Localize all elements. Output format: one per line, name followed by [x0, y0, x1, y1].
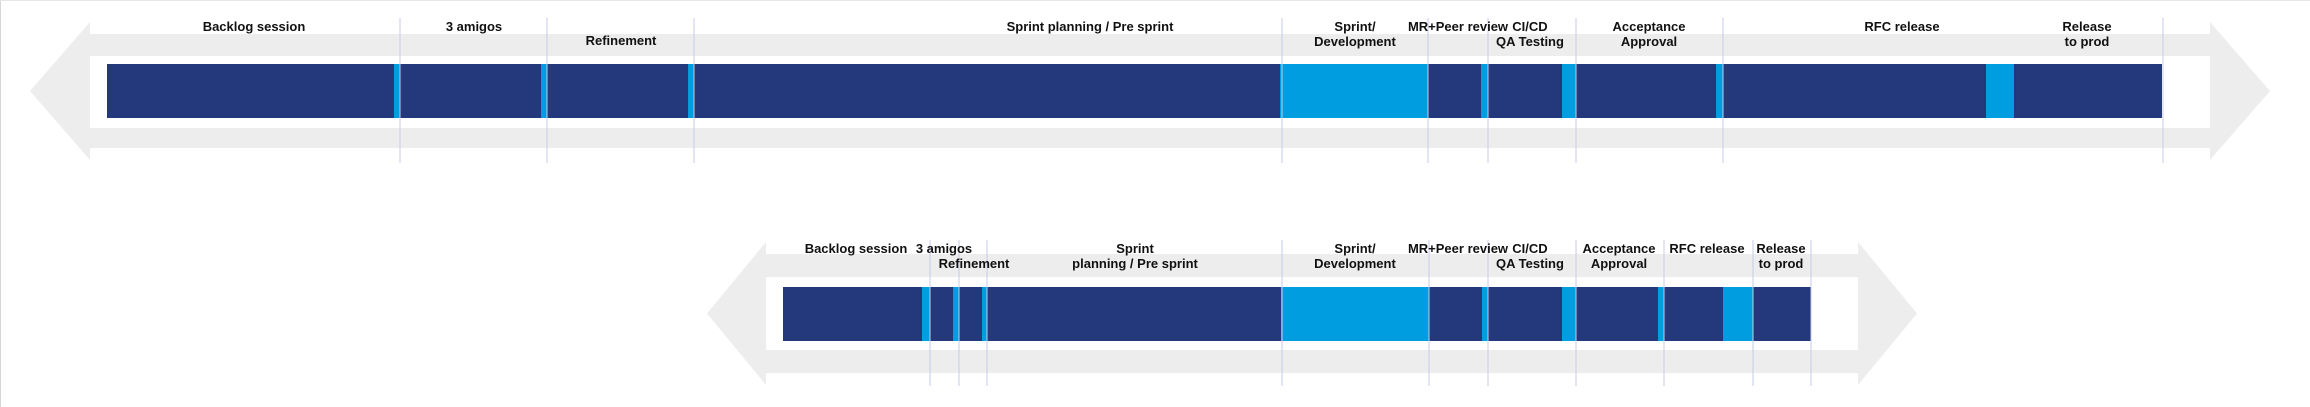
- phase-label: RFC release: [1669, 241, 1745, 256]
- accent-segment: [922, 287, 930, 341]
- phase-label: Sprint planning / Pre sprint: [1072, 241, 1198, 271]
- accent-segment: [1281, 287, 1429, 341]
- accent-segment: [953, 287, 959, 341]
- accent-segment: [1658, 287, 1664, 341]
- accent-segment: [1482, 287, 1488, 341]
- phase-label: Acceptance Approval: [1582, 241, 1656, 271]
- phase-label: MR+Peer review: [1407, 19, 1509, 34]
- phase-label: MR+Peer review: [1407, 241, 1509, 256]
- phase-label: CI/CD QA Testing: [1496, 19, 1564, 49]
- accent-segment: [541, 64, 547, 118]
- phase-label: Sprint planning / Pre sprint: [1006, 19, 1174, 34]
- phase-label: Refinement: [938, 256, 1010, 271]
- accent-segment: [1562, 287, 1576, 341]
- accent-segment: [688, 64, 694, 118]
- phase-label: RFC release: [1864, 19, 1940, 34]
- phase-label: Backlog session: [804, 241, 908, 256]
- accent-segment: [1562, 64, 1576, 118]
- left-edge-line: [0, 0, 1, 407]
- accent-segment: [394, 64, 400, 118]
- phase-label: CI/CD QA Testing: [1496, 241, 1564, 271]
- phase-label: Release to prod: [2062, 19, 2112, 49]
- phase-label: 3 amigos: [445, 19, 503, 34]
- phase-label: Acceptance Approval: [1612, 19, 1686, 49]
- phase-label: 3 amigos: [915, 241, 973, 256]
- accent-segment: [1716, 64, 1723, 118]
- top-edge-line: [0, 0, 2310, 1]
- phase-label: Sprint/ Development: [1314, 19, 1396, 49]
- accent-segment: [1280, 64, 1428, 118]
- phase-label: Sprint/ Development: [1314, 241, 1396, 271]
- accent-segment: [1481, 64, 1488, 118]
- timeline-bar: [107, 64, 2162, 118]
- accent-segment: [1986, 64, 2014, 118]
- phase-label: Refinement: [585, 33, 657, 48]
- accent-segment: [1723, 287, 1753, 341]
- phase-label: Release to prod: [1756, 241, 1806, 271]
- accent-segment: [982, 287, 987, 341]
- phase-label: Backlog session: [202, 19, 306, 34]
